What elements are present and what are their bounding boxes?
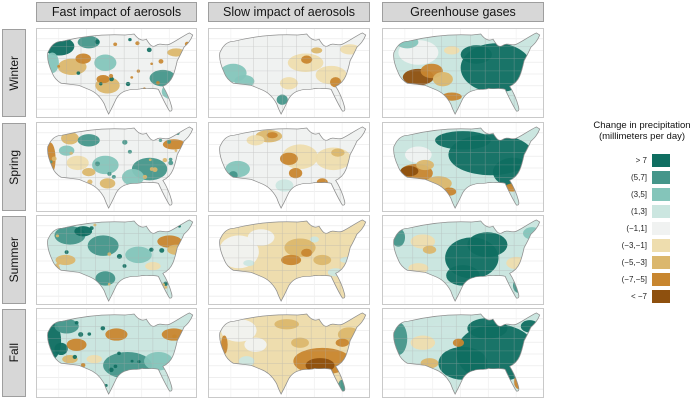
legend-bin-label: (−1,1]: [626, 223, 647, 233]
us-map-winter-slow: [209, 29, 369, 117]
row-label-summer: Summer: [2, 216, 26, 304]
legend-bin-label: > 7: [635, 155, 647, 165]
us-map-fall-slow: [209, 309, 369, 397]
map-panel-summer-fast: [36, 215, 197, 305]
us-map-spring-fast: [37, 123, 196, 211]
legend-bin-swatch: [652, 221, 670, 235]
legend-bins: > 7 (5,7] (3,5] (1,3] (−1,1] (−3,−1] (−5,−3] (−…: [584, 152, 700, 305]
legend-bin-swatch: [652, 204, 670, 218]
us-map-winter-ghg: [383, 29, 543, 117]
legend-bin-label: (1,3]: [630, 206, 647, 216]
legend-bin-label: (−5,−3]: [621, 257, 647, 267]
legend-bin: (−3,−1]: [584, 237, 700, 254]
row-label-spring: Spring: [2, 123, 26, 211]
legend-bin: (5,7]: [584, 169, 700, 186]
legend-bin: (−7,−5]: [584, 271, 700, 288]
legend-bin-swatch: [652, 289, 670, 303]
legend-bin-label: (3,5]: [630, 189, 647, 199]
column-header-slow-aerosols: Slow impact of aerosols: [208, 2, 370, 22]
legend-bin-swatch: [652, 238, 670, 252]
us-map-fall-fast: [37, 309, 196, 397]
column-header-fast-aerosols: Fast impact of aerosols: [36, 2, 197, 22]
legend-bin-swatch: [652, 187, 670, 201]
legend-bin-swatch: [652, 272, 670, 286]
legend-bin-label: (−3,−1]: [621, 240, 647, 250]
map-panel-spring-ghg: [382, 122, 544, 212]
us-map-summer-slow: [209, 216, 369, 304]
map-panel-fall-fast: [36, 308, 197, 398]
legend-bin-swatch: [652, 153, 670, 167]
legend-bin-swatch: [652, 170, 670, 184]
us-map-spring-ghg: [383, 123, 543, 211]
map-panel-winter-ghg: [382, 28, 544, 118]
us-map-summer-ghg: [383, 216, 543, 304]
legend-title: Change in precipitation (millimeters per…: [593, 120, 691, 143]
map-panel-winter-slow: [208, 28, 370, 118]
map-panel-summer-slow: [208, 215, 370, 305]
legend-bin-swatch: [652, 255, 670, 269]
legend-bin-label: < −7: [630, 291, 647, 301]
legend-bin: < −7: [584, 288, 700, 305]
column-header-greenhouse-gases: Greenhouse gases: [382, 2, 544, 22]
us-map-fall-ghg: [383, 309, 543, 397]
legend-bin: (1,3]: [584, 203, 700, 220]
map-panel-spring-fast: [36, 122, 197, 212]
us-map-spring-slow: [209, 123, 369, 211]
map-panel-spring-slow: [208, 122, 370, 212]
row-label-winter: Winter: [2, 29, 26, 117]
map-panel-fall-ghg: [382, 308, 544, 398]
legend-bin-label: (−7,−5]: [621, 274, 647, 284]
legend-bin: (−5,−3]: [584, 254, 700, 271]
legend-bin: (−1,1]: [584, 220, 700, 237]
us-map-winter-fast: [37, 29, 196, 117]
map-panel-fall-slow: [208, 308, 370, 398]
us-map-summer-fast: [37, 216, 196, 304]
row-label-fall: Fall: [2, 309, 26, 397]
map-panel-winter-fast: [36, 28, 197, 118]
legend-bin-label: (5,7]: [630, 172, 647, 182]
legend-bin: (3,5]: [584, 186, 700, 203]
legend: Change in precipitation (millimeters per…: [584, 120, 700, 305]
legend-bin: > 7: [584, 152, 700, 169]
map-panel-summer-ghg: [382, 215, 544, 305]
